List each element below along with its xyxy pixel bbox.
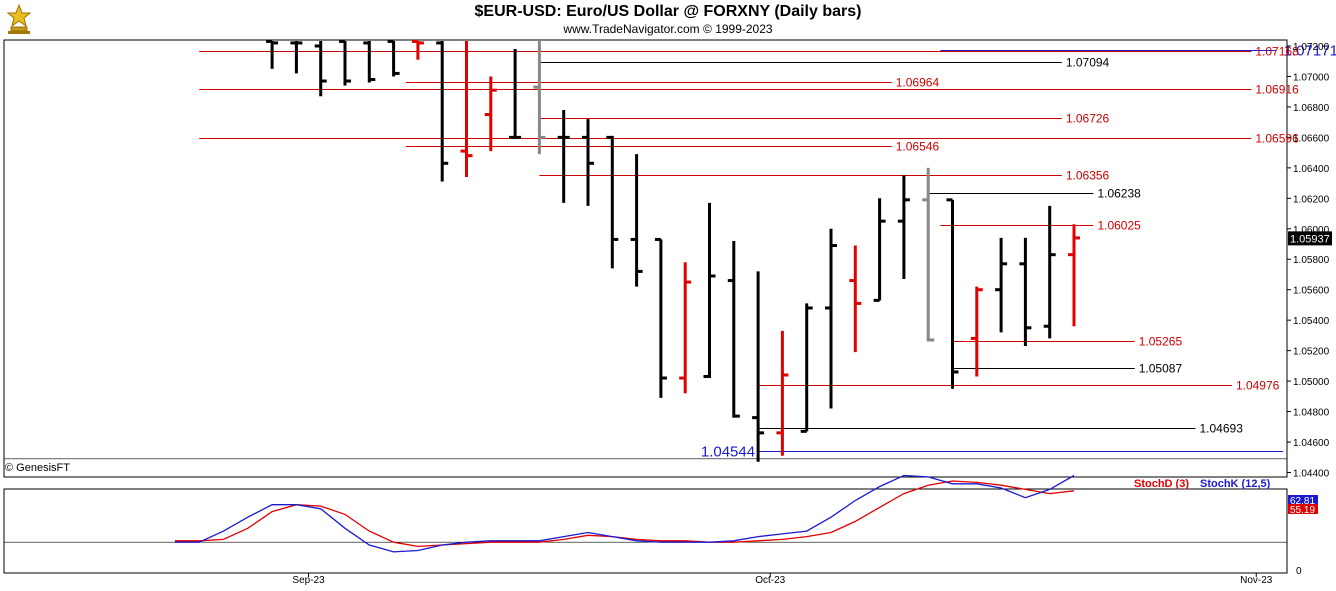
- ohlc-bar: [436, 41, 449, 182]
- ohlc-bar: [897, 175, 910, 280]
- ohlc-bar: [946, 198, 959, 389]
- y-tick-label: 1.04600: [1293, 438, 1330, 449]
- ohlc-bar: [484, 76, 497, 152]
- x-tick-label: Nov-23: [1240, 575, 1273, 586]
- chart-header: $EUR-USD: Euro/US Dollar @ FORXNY (Daily…: [0, 0, 1336, 40]
- stoch-y-tick-label: 0: [1296, 566, 1302, 577]
- ohlc-bar: [411, 39, 424, 60]
- y-tick-label: 1.04800: [1293, 408, 1330, 419]
- legend-stochk: StochK (12,5): [1200, 478, 1271, 490]
- level-label: 1.06916: [1255, 83, 1299, 97]
- y-tick-label: 1.07200: [1293, 42, 1330, 53]
- ohlc-bar: [776, 330, 789, 456]
- ohlc-bar: [557, 109, 570, 203]
- level-label: 1.04544: [701, 444, 755, 461]
- last-price-box: [1288, 231, 1332, 246]
- ohlc-bar: [533, 41, 546, 155]
- ohlc-bar: [922, 167, 935, 342]
- ohlc-bar: [509, 49, 522, 139]
- ohlc-bar: [630, 154, 643, 287]
- ohlc-bar: [582, 119, 594, 206]
- ohlc-bar: [873, 198, 886, 302]
- stoch-last-value-label: 62.81: [1290, 496, 1315, 507]
- ohlc-bar: [825, 228, 837, 409]
- y-tick-label: 1.06600: [1293, 133, 1330, 144]
- ohlc-bar: [314, 41, 327, 97]
- y-tick-label: 1.07000: [1293, 72, 1330, 83]
- y-tick-label: 1.06000: [1293, 225, 1330, 236]
- level-label: 1.06025: [1097, 219, 1141, 233]
- stoch-series-line: [174, 480, 1075, 548]
- stoch-last-value-box: [1288, 504, 1318, 514]
- ohlc-bar: [654, 237, 667, 398]
- level-label: 1.05265: [1139, 335, 1183, 349]
- stoch-series-line: [174, 474, 1075, 553]
- ohlc-bar: [266, 39, 279, 69]
- y-tick-label: 1.05400: [1293, 316, 1330, 327]
- y-tick-label: 1.05600: [1293, 286, 1330, 297]
- chart-title: $EUR-USD: Euro/US Dollar @ FORXNY (Daily…: [474, 3, 862, 20]
- level-label: 1.05087: [1139, 362, 1183, 376]
- ohlc-bar: [800, 303, 813, 433]
- ohlc-bar: [1043, 205, 1056, 339]
- ohlc-bar: [849, 245, 862, 353]
- y-tick-label: 1.06200: [1293, 194, 1330, 205]
- ohlc-bar: [363, 41, 376, 83]
- y-tick-label: 1.06800: [1293, 103, 1330, 114]
- y-tick-label: 1.04400: [1293, 468, 1330, 479]
- level-label: 1.04693: [1200, 422, 1244, 436]
- level-label: 1.07171: [1284, 43, 1336, 60]
- ohlc-bar: [995, 237, 1008, 333]
- ohlc-bar: [970, 286, 983, 377]
- ohlc-bar: [679, 262, 692, 394]
- last-price-label: 1.05937: [1290, 233, 1330, 245]
- ohlc-bar: [1019, 237, 1032, 347]
- level-label: 1.07094: [1066, 56, 1110, 70]
- level-label: 1.06964: [896, 76, 940, 90]
- legend-stochd: StochD (3): [1134, 478, 1189, 490]
- x-tick-label: Oct-23: [755, 575, 785, 586]
- copyright-label: © GenesisFT: [5, 462, 70, 474]
- y-tick-label: 1.06400: [1293, 164, 1330, 175]
- ohlc-bar: [290, 41, 303, 74]
- price-panel-frame: [3, 39, 1288, 478]
- level-label: 1.06596: [1255, 132, 1299, 146]
- level-label: 1.07168: [1255, 45, 1299, 59]
- level-label: 1.06238: [1097, 187, 1141, 201]
- chart-subtitle: www.TradeNavigator.com © 1999-2023: [563, 22, 773, 36]
- ohlc-bar: [752, 271, 765, 462]
- level-label: 1.04976: [1236, 379, 1280, 393]
- stoch-last-value-box: [1288, 495, 1318, 505]
- ohlc-bar: [1068, 224, 1080, 327]
- y-tick-label: 1.05800: [1293, 255, 1330, 266]
- y-tick-label: 1.05000: [1293, 377, 1330, 388]
- stoch-last-value-label: 55.19: [1290, 505, 1315, 516]
- x-tick-label: Sep-23: [292, 575, 325, 586]
- ohlc-bar: [460, 41, 473, 177]
- stoch-panel-frame: [3, 488, 1288, 574]
- trophy-icon: [6, 3, 32, 34]
- ohlc-bar: [339, 39, 351, 86]
- ohlc-bar: [606, 135, 619, 269]
- ohlc-bar: [387, 39, 400, 77]
- level-label: 1.06356: [1066, 169, 1110, 183]
- y-tick-label: 1.05200: [1293, 347, 1330, 358]
- ohlc-bar: [703, 202, 716, 379]
- level-label: 1.06726: [1066, 112, 1110, 126]
- ohlc-bar: [727, 240, 740, 418]
- level-label: 1.06546: [896, 140, 940, 154]
